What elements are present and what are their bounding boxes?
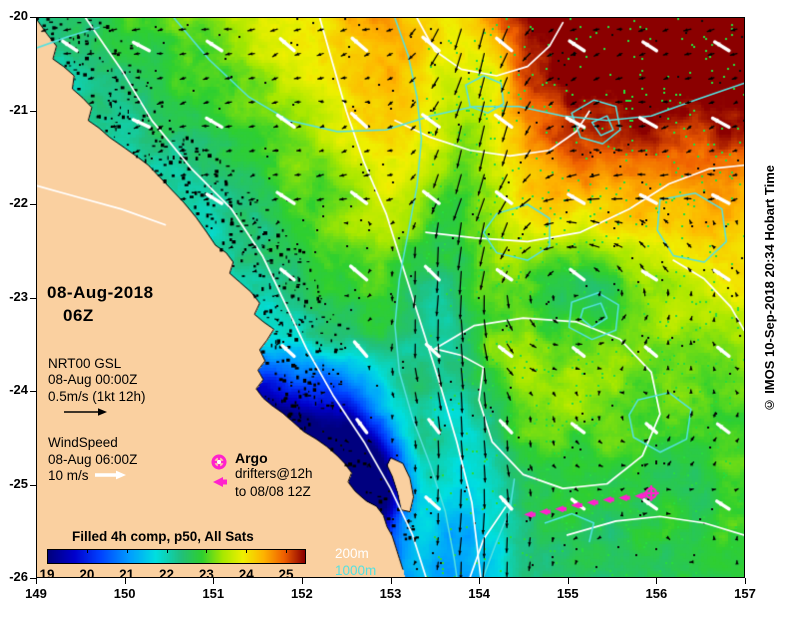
y-tick-label: -24 bbox=[9, 382, 28, 397]
x-tick bbox=[301, 578, 303, 584]
colorbar-tick-label: 21 bbox=[119, 567, 135, 578]
y-tick-label: -26 bbox=[9, 569, 28, 584]
colorbar-notch bbox=[206, 549, 208, 553]
y-tick-label: -20 bbox=[9, 8, 28, 23]
x-tick bbox=[213, 578, 215, 584]
x-tick bbox=[656, 578, 658, 584]
x-tick bbox=[124, 578, 126, 584]
colorbar bbox=[47, 549, 306, 564]
wind-product-label: WindSpeed bbox=[48, 435, 118, 450]
x-tick-label: 152 bbox=[291, 586, 313, 601]
x-tick bbox=[745, 578, 746, 584]
x-tick-label: 150 bbox=[113, 586, 136, 601]
depth-1000m-label: 1000m bbox=[335, 563, 377, 578]
x-tick bbox=[567, 578, 569, 584]
vector-overlay-canvas bbox=[37, 18, 744, 577]
argo-float-marker-icon bbox=[211, 454, 227, 470]
y-tick bbox=[30, 297, 36, 299]
y-tick bbox=[30, 391, 36, 392]
y-tick-label: -21 bbox=[9, 101, 28, 117]
y-tick-label: -23 bbox=[9, 288, 28, 304]
argo-legend-line1: drifters@12h bbox=[235, 466, 313, 481]
y-tick-label: -25 bbox=[9, 475, 28, 491]
colorbar-notch bbox=[286, 549, 288, 553]
y-tick bbox=[30, 17, 36, 18]
colorbar-notch bbox=[166, 549, 168, 553]
argo-legend-title: Argo bbox=[235, 450, 268, 466]
colorbar-tick-label: 25 bbox=[278, 567, 294, 578]
x-tick-label: 153 bbox=[379, 586, 402, 601]
x-tick-label: 151 bbox=[202, 586, 225, 601]
current-timestamp-label: 08-Aug 00:00Z bbox=[48, 372, 138, 387]
depth-200m-label: 200m bbox=[335, 546, 369, 561]
colorbar-notch bbox=[246, 549, 248, 553]
x-tick-label: 154 bbox=[468, 586, 490, 601]
x-tick-label: 149 bbox=[25, 586, 47, 601]
y-tick-label: -22 bbox=[9, 195, 28, 210]
time-label: 06Z bbox=[63, 306, 94, 325]
colorbar-title: Filled 4h comp, p50, All Sats bbox=[72, 529, 254, 544]
y-tick bbox=[30, 578, 36, 579]
colorbar-notch bbox=[86, 549, 88, 553]
date-label: 08-Aug-2018 bbox=[47, 283, 154, 302]
colorbar-tick-label: 23 bbox=[198, 567, 214, 578]
argo-drifter-marker-icon bbox=[213, 477, 227, 487]
current-scale-label: 0.5m/s (1kt 12h) bbox=[48, 389, 146, 404]
colorbar-tick-label: 19 bbox=[39, 567, 55, 578]
x-tick bbox=[479, 578, 481, 584]
colorbar-tick-label: 24 bbox=[238, 567, 254, 578]
current-scale-arrow-icon bbox=[64, 408, 107, 416]
colorbar-notch bbox=[47, 549, 48, 553]
y-tick bbox=[30, 204, 36, 205]
current-product-label: NRT00 GSL bbox=[48, 356, 122, 371]
x-tick bbox=[36, 578, 37, 584]
colorbar-tick-label: 22 bbox=[159, 567, 175, 578]
x-tick-label: 156 bbox=[645, 586, 668, 601]
imos-credit: © IMOS 10-Sep-2018 20:34 Hobart Time bbox=[757, 0, 781, 578]
wind-scale-arrow-icon bbox=[95, 470, 126, 480]
colorbar-notch bbox=[126, 549, 128, 553]
argo-legend-line2: to 08/08 12Z bbox=[235, 484, 311, 499]
x-tick bbox=[390, 578, 392, 584]
y-tick bbox=[30, 484, 36, 486]
imos-credit-text: © IMOS 10-Sep-2018 20:34 Hobart Time bbox=[761, 165, 777, 413]
x-tick-label: 157 bbox=[734, 586, 756, 601]
map-plot-area[interactable]: 08-Aug-2018 06Z NRT00 GSL 08-Aug 00:00Z … bbox=[36, 17, 745, 578]
colorbar-tick-label: 20 bbox=[79, 567, 95, 578]
wind-scale-label: 10 m/s bbox=[48, 468, 89, 483]
x-tick-label: 155 bbox=[556, 586, 579, 601]
wind-timestamp-label: 08-Aug 06:00Z bbox=[48, 452, 138, 467]
y-tick bbox=[30, 110, 36, 112]
